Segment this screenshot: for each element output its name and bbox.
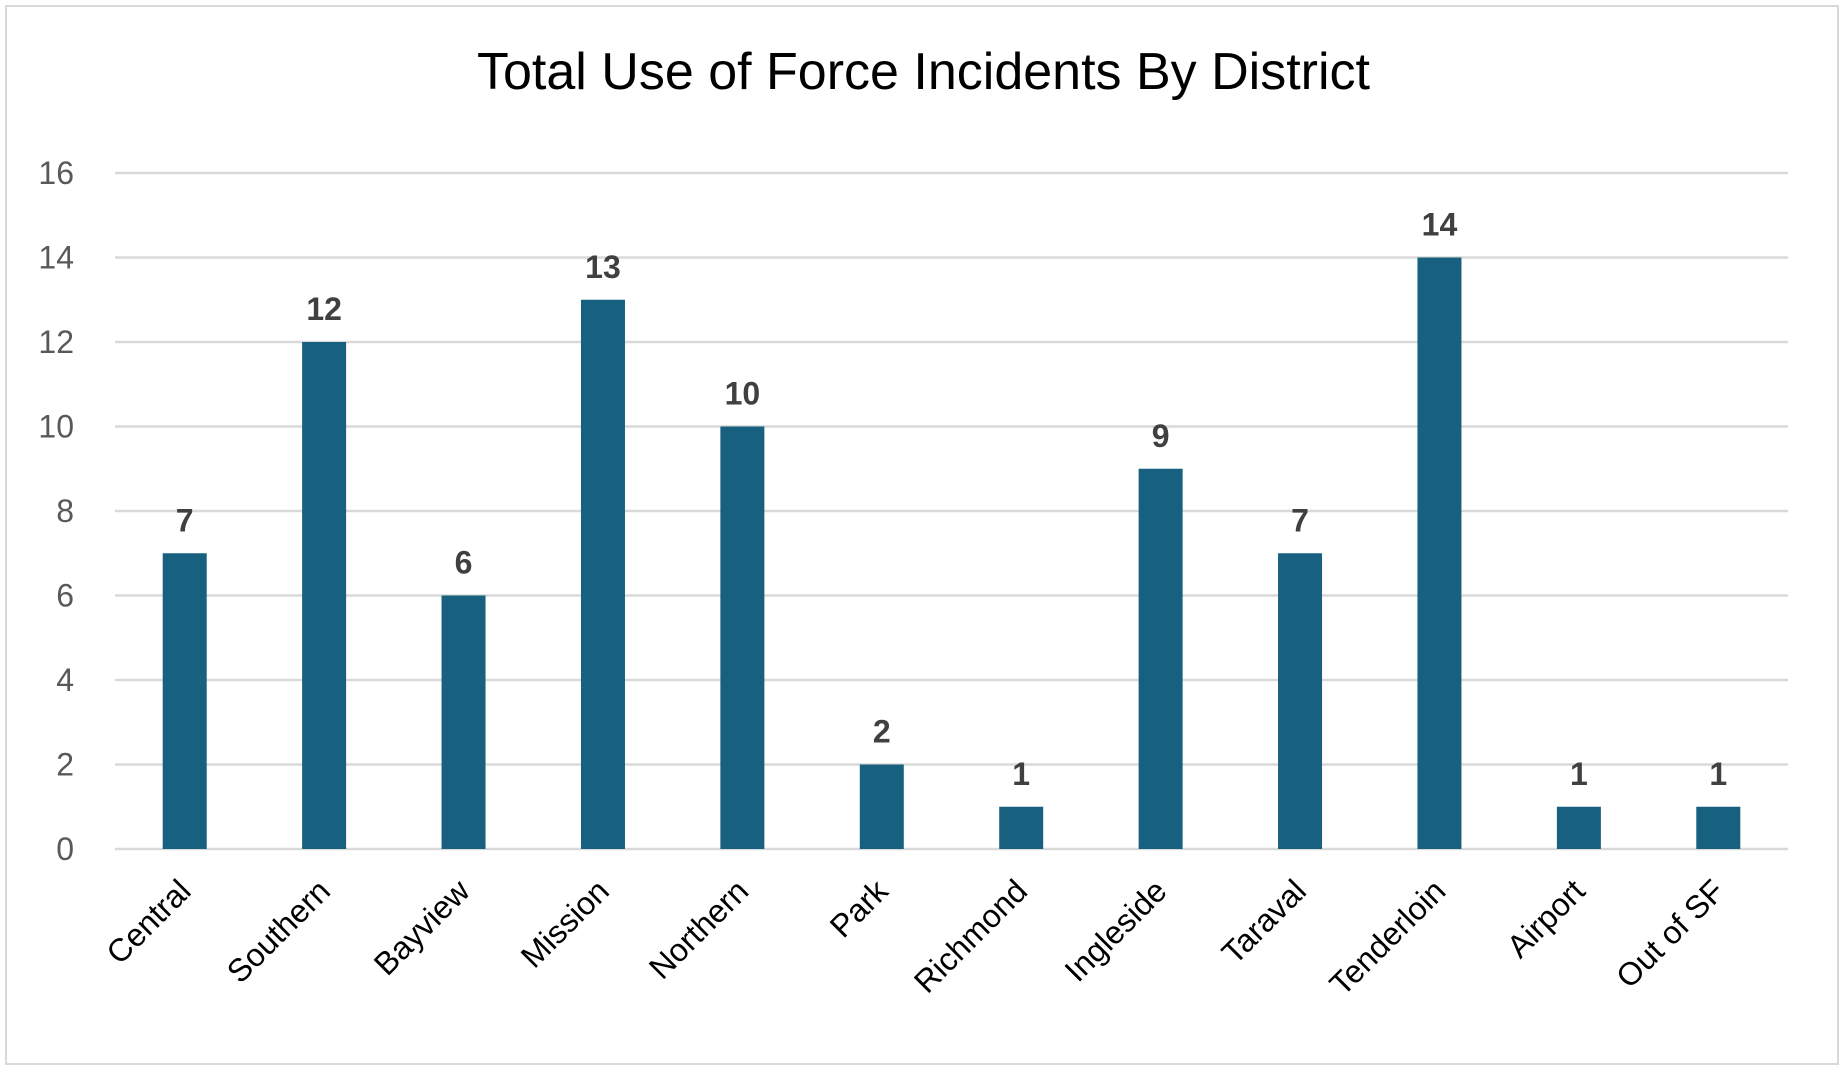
- y-tick-label: 0: [56, 831, 74, 867]
- data-label: 10: [725, 376, 761, 412]
- bar: [999, 806, 1044, 849]
- data-label: 13: [585, 249, 621, 285]
- data-label: 7: [1291, 502, 1309, 538]
- x-tick-label: Ingleside: [1058, 872, 1174, 988]
- x-tick-label: Central: [99, 872, 197, 970]
- y-tick-label: 14: [38, 240, 74, 276]
- bar: [859, 764, 904, 849]
- y-tick-label: 12: [38, 324, 74, 360]
- x-tick-label: Tenderloin: [1323, 872, 1453, 1002]
- x-tick-label: Park: [823, 872, 896, 945]
- x-tick-label: Northern: [642, 872, 755, 985]
- x-tick-label: Taraval: [1215, 872, 1313, 970]
- bar: [1417, 257, 1462, 849]
- bar: [441, 595, 486, 849]
- data-label: 6: [455, 545, 473, 581]
- bar: [720, 426, 765, 849]
- chart-title: Total Use of Force Incidents By District: [477, 43, 1370, 101]
- x-tick-label: Airport: [1500, 872, 1592, 964]
- data-label: 1: [1570, 756, 1588, 792]
- x-tick-label: Southern: [220, 872, 337, 989]
- data-label: 12: [306, 291, 342, 327]
- data-label: 1: [1012, 756, 1030, 792]
- data-label: 1: [1709, 756, 1727, 792]
- bar: [1696, 806, 1741, 849]
- bar: [1556, 806, 1601, 849]
- data-label: 7: [176, 502, 194, 538]
- bar: [1278, 553, 1323, 849]
- x-tick-label: Bayview: [367, 872, 477, 982]
- x-tick-label: Mission: [514, 872, 616, 974]
- x-tick-label: Out of SF: [1609, 872, 1731, 994]
- y-tick-label: 2: [56, 747, 74, 783]
- data-label: 2: [873, 714, 891, 750]
- bar: [302, 342, 347, 849]
- chart-frame: [5, 5, 1839, 1065]
- y-tick-label: 10: [38, 409, 74, 445]
- y-tick-label: 8: [56, 493, 74, 529]
- x-tick-label: Richmond: [907, 872, 1034, 999]
- bar: [580, 299, 625, 849]
- bar: [162, 553, 207, 849]
- y-tick-label: 6: [56, 578, 74, 614]
- data-label: 14: [1422, 207, 1458, 243]
- data-label: 9: [1152, 418, 1170, 454]
- y-tick-label: 4: [56, 662, 74, 698]
- bar: [1138, 468, 1183, 849]
- y-tick-label: 16: [38, 155, 74, 191]
